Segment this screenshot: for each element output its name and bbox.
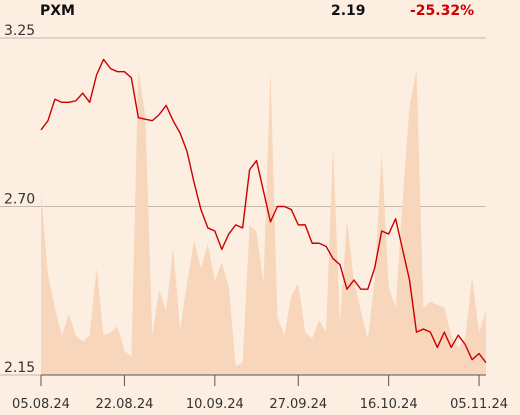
x-tick-label: 10.09.24 [186,397,244,412]
x-tick-label: 16.10.24 [360,397,418,412]
price-line [40,58,487,364]
y-tick-label: 2.70 [4,192,35,208]
percent-change: -25.32% [410,3,475,19]
x-axis-ticks [40,375,480,386]
volume-area [41,70,486,375]
y-tick-label: 2.15 [4,360,35,376]
x-tick-label: 05.08.24 [12,397,70,412]
x-tick-label: 05.11.24 [450,397,508,412]
x-axis-labels: 05.08.24 22.08.24 10.09.24 27.09.24 16.10.24… [12,397,508,412]
y-axis-labels: 3.25 2.70 2.15 [4,23,35,376]
ticker-symbol: PXM [40,3,75,19]
y-tick-label: 3.25 [4,23,35,39]
x-tick-label: 27.09.24 [269,397,327,412]
last-price: 2.19 [331,3,366,19]
x-tick-label: 22.08.24 [95,397,153,412]
